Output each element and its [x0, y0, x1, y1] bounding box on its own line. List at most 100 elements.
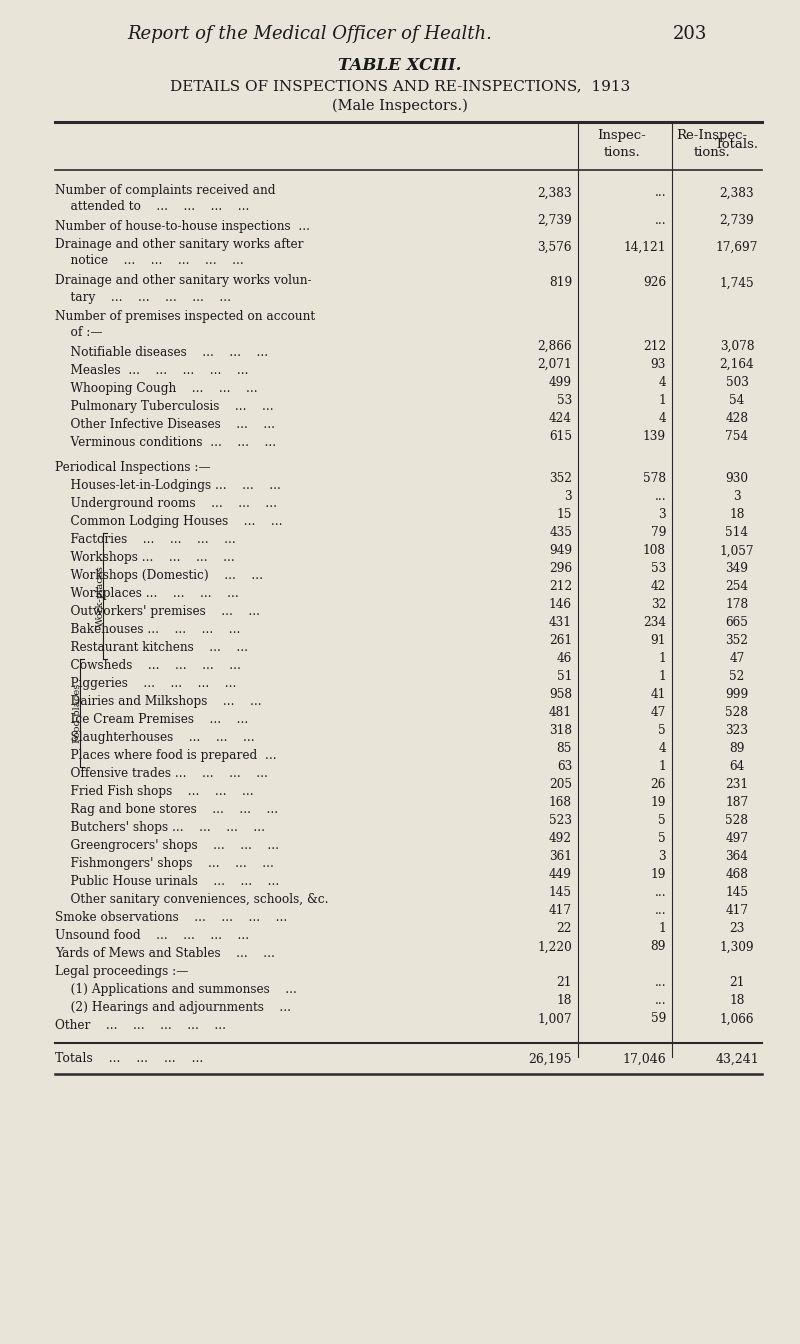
Text: Yards of Mews and Stables    ...    ...: Yards of Mews and Stables ... ...: [55, 948, 275, 960]
Text: 819: 819: [549, 277, 572, 289]
Text: 5: 5: [658, 814, 666, 828]
Text: Totals.: Totals.: [715, 137, 759, 151]
Text: Work-places: Work-places: [95, 564, 105, 626]
Text: (2) Hearings and adjournments    ...: (2) Hearings and adjournments ...: [55, 1001, 291, 1013]
Text: 21: 21: [730, 977, 745, 989]
Text: 212: 212: [642, 340, 666, 352]
Text: 4: 4: [658, 375, 666, 388]
Text: 1,007: 1,007: [538, 1012, 572, 1025]
Text: Cowsheds    ...    ...    ...    ...: Cowsheds ... ... ... ...: [55, 659, 241, 672]
Text: 205: 205: [549, 778, 572, 792]
Text: 417: 417: [549, 905, 572, 918]
Text: 59: 59: [650, 1012, 666, 1025]
Text: 449: 449: [549, 868, 572, 882]
Text: 417: 417: [726, 905, 749, 918]
Text: 958: 958: [549, 688, 572, 702]
Text: 168: 168: [549, 797, 572, 809]
Text: Common Lodging Houses    ...    ...: Common Lodging Houses ... ...: [55, 515, 282, 528]
Text: 424: 424: [549, 411, 572, 425]
Text: ...: ...: [654, 887, 666, 899]
Text: 349: 349: [726, 563, 749, 575]
Text: 503: 503: [726, 375, 749, 388]
Text: Workplaces ...    ...    ...    ...: Workplaces ... ... ... ...: [55, 587, 238, 599]
Text: 364: 364: [726, 851, 749, 863]
Text: 18: 18: [730, 508, 745, 521]
Text: 1,057: 1,057: [720, 544, 754, 558]
Text: Slaughterhouses    ...    ...    ...: Slaughterhouses ... ... ...: [55, 731, 254, 745]
Text: Whooping Cough    ...    ...    ...: Whooping Cough ... ... ...: [55, 382, 258, 395]
Text: 1: 1: [658, 922, 666, 935]
Text: Smoke observations    ...    ...    ...    ...: Smoke observations ... ... ... ...: [55, 911, 287, 925]
Text: 46: 46: [557, 652, 572, 665]
Text: 665: 665: [726, 617, 749, 629]
Text: 254: 254: [726, 581, 749, 594]
Text: Bakehouses ...    ...    ...    ...: Bakehouses ... ... ... ...: [55, 624, 240, 636]
Text: 63: 63: [557, 761, 572, 774]
Text: 999: 999: [726, 688, 749, 702]
Text: (1) Applications and summonses    ...: (1) Applications and summonses ...: [55, 982, 297, 996]
Text: Verminous conditions  ...    ...    ...: Verminous conditions ... ... ...: [55, 435, 276, 449]
Text: 91: 91: [650, 634, 666, 648]
Text: 17,697: 17,697: [716, 241, 758, 254]
Text: 146: 146: [549, 598, 572, 612]
Text: 234: 234: [643, 617, 666, 629]
Text: Unsound food    ...    ...    ...    ...: Unsound food ... ... ... ...: [55, 929, 249, 942]
Text: Drainage and other sanitary works after
    notice    ...    ...    ...    ...  : Drainage and other sanitary works after …: [55, 238, 303, 267]
Text: 497: 497: [726, 832, 749, 845]
Text: 318: 318: [549, 724, 572, 738]
Text: 32: 32: [650, 598, 666, 612]
Text: 949: 949: [549, 544, 572, 558]
Text: 89: 89: [650, 941, 666, 953]
Text: 754: 754: [726, 430, 749, 442]
Text: Public House urinals    ...    ...    ...: Public House urinals ... ... ...: [55, 875, 279, 888]
Text: Ice Cream Premises    ...    ...: Ice Cream Premises ... ...: [55, 714, 248, 726]
Text: Workshops (Domestic)    ...    ...: Workshops (Domestic) ... ...: [55, 569, 263, 582]
Text: 203: 203: [673, 26, 707, 43]
Text: 2,866: 2,866: [538, 340, 572, 352]
Text: Food-places: Food-places: [73, 683, 82, 743]
Text: 53: 53: [650, 563, 666, 575]
Text: Report of the Medical Officer of Health.: Report of the Medical Officer of Health.: [127, 26, 493, 43]
Text: Pulmonary Tuberculosis    ...    ...: Pulmonary Tuberculosis ... ...: [55, 401, 274, 413]
Text: 22: 22: [557, 922, 572, 935]
Text: 428: 428: [726, 411, 749, 425]
Text: 43,241: 43,241: [715, 1052, 759, 1066]
Text: 3: 3: [564, 491, 572, 504]
Text: 187: 187: [726, 797, 749, 809]
Text: 108: 108: [643, 544, 666, 558]
Text: 3: 3: [658, 851, 666, 863]
Text: 18: 18: [730, 995, 745, 1008]
Text: ...: ...: [654, 905, 666, 918]
Text: Drainage and other sanitary works volun-
    tary    ...    ...    ...    ...   : Drainage and other sanitary works volun-…: [55, 274, 311, 304]
Text: 1,220: 1,220: [538, 941, 572, 953]
Text: 523: 523: [549, 814, 572, 828]
Text: Piggeries    ...    ...    ...    ...: Piggeries ... ... ... ...: [55, 677, 236, 689]
Text: 2,164: 2,164: [720, 358, 754, 371]
Text: 1,745: 1,745: [720, 277, 754, 289]
Text: 930: 930: [726, 473, 749, 485]
Text: Workshops ...    ...    ...    ...: Workshops ... ... ... ...: [55, 551, 234, 564]
Text: 231: 231: [726, 778, 749, 792]
Text: Restaurant kitchens    ...    ...: Restaurant kitchens ... ...: [55, 641, 248, 655]
Text: 93: 93: [650, 358, 666, 371]
Text: 54: 54: [730, 394, 745, 406]
Text: 431: 431: [549, 617, 572, 629]
Text: Rag and bone stores    ...    ...    ...: Rag and bone stores ... ... ...: [55, 802, 278, 816]
Text: 578: 578: [643, 473, 666, 485]
Text: 17,046: 17,046: [622, 1052, 666, 1066]
Text: Houses-let-in-Lodgings ...    ...    ...: Houses-let-in-Lodgings ... ... ...: [55, 478, 281, 492]
Text: 41: 41: [650, 688, 666, 702]
Text: 352: 352: [549, 473, 572, 485]
Text: 21: 21: [557, 977, 572, 989]
Text: 514: 514: [726, 527, 749, 539]
Text: 2,383: 2,383: [538, 187, 572, 199]
Text: Number of house-to-house inspections  ...: Number of house-to-house inspections ...: [55, 220, 310, 233]
Text: Fishmongers' shops    ...    ...    ...: Fishmongers' shops ... ... ...: [55, 857, 274, 870]
Text: 51: 51: [557, 671, 572, 684]
Text: 481: 481: [549, 707, 572, 719]
Text: ...: ...: [654, 214, 666, 227]
Text: 178: 178: [726, 598, 749, 612]
Text: Number of premises inspected on account
    of :—: Number of premises inspected on account …: [55, 310, 315, 340]
Text: 528: 528: [726, 707, 749, 719]
Text: Underground rooms    ...    ...    ...: Underground rooms ... ... ...: [55, 497, 277, 509]
